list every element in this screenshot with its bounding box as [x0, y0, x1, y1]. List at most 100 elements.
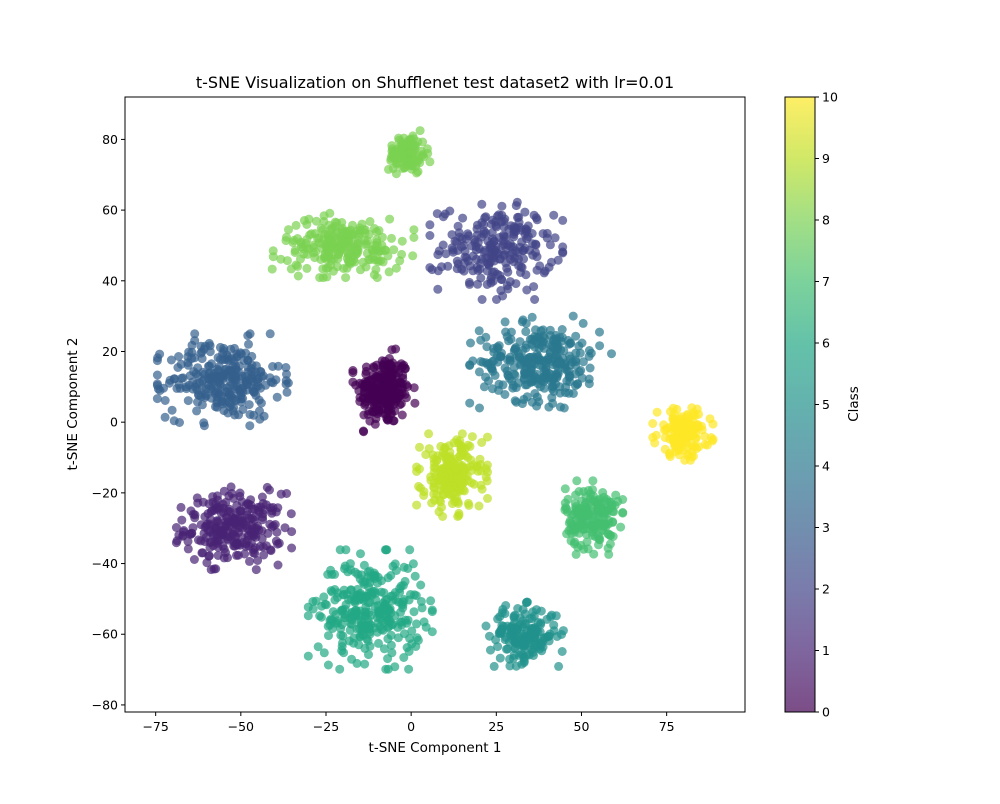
- scatter-point: [348, 368, 358, 378]
- scatter-point: [499, 222, 509, 232]
- scatter-point: [425, 231, 435, 240]
- scatter-point: [412, 619, 421, 629]
- scatter-point: [415, 158, 425, 168]
- scatter-point: [366, 620, 376, 630]
- scatter-point: [389, 150, 399, 160]
- scatter-point: [534, 360, 544, 370]
- scatter-point: [361, 362, 371, 372]
- scatter-point: [192, 406, 202, 416]
- scatter-point: [369, 571, 378, 581]
- scatter-point: [408, 559, 418, 569]
- scatter-point: [554, 359, 564, 369]
- cluster-class-2: [425, 197, 568, 304]
- scatter-point: [518, 315, 528, 325]
- scatter-point: [416, 580, 426, 590]
- scatter-point: [335, 545, 345, 555]
- scatter-point: [387, 648, 397, 658]
- scatter-point: [551, 346, 561, 355]
- scatter-point: [578, 318, 588, 328]
- scatter-point: [568, 357, 577, 367]
- scatter-point: [271, 375, 281, 385]
- scatter-point: [468, 356, 478, 366]
- scatter-point: [500, 250, 509, 259]
- scatter-point: [577, 338, 587, 348]
- cluster-class-0: [348, 344, 420, 437]
- scatter-point: [230, 370, 240, 380]
- scatter-point: [475, 264, 485, 274]
- scatter-point: [231, 384, 240, 394]
- y-tick-label: 20: [102, 344, 118, 359]
- scatter-point: [359, 560, 369, 570]
- scatter-point: [203, 525, 213, 535]
- scatter-point: [652, 407, 662, 417]
- scatter-point: [352, 624, 362, 634]
- scatter-point: [488, 356, 498, 366]
- scatter-point: [337, 646, 347, 656]
- scatter-point: [390, 588, 400, 597]
- scatter-point: [219, 486, 229, 496]
- scatter-point: [457, 429, 467, 439]
- scatter-point: [532, 605, 541, 615]
- scatter-point: [358, 426, 368, 436]
- scatter-point: [673, 426, 683, 436]
- scatter-point: [383, 573, 393, 583]
- scatter-point: [336, 606, 346, 616]
- cluster-class-7: [560, 476, 628, 559]
- scatter-point: [247, 513, 257, 523]
- scatter-point: [350, 567, 360, 577]
- scatter-point: [338, 227, 348, 237]
- scatter-point: [152, 394, 162, 404]
- scatter-point: [250, 543, 260, 553]
- scatter-point: [242, 523, 252, 533]
- scatter-point: [433, 250, 443, 260]
- scatter-point: [370, 419, 380, 429]
- scatter-point: [274, 538, 284, 548]
- scatter-point: [691, 433, 701, 443]
- scatter-point: [268, 246, 278, 256]
- scatter-point: [340, 561, 350, 571]
- scatter-point: [528, 352, 538, 362]
- scatter-point: [597, 525, 607, 535]
- scatter-point: [276, 254, 286, 264]
- scatter-point: [427, 605, 437, 615]
- x-axis: −75 −50 −25 0 25 50 75: [142, 712, 675, 734]
- scatter-point: [347, 242, 357, 252]
- scatter-point: [588, 485, 597, 495]
- scatter-point: [589, 496, 599, 506]
- scatter-point: [538, 642, 548, 652]
- scatter-point: [397, 236, 407, 246]
- scatter-point: [505, 661, 515, 671]
- scatter-point: [571, 549, 581, 559]
- scatter-point: [389, 416, 399, 426]
- cluster-class-10: [648, 403, 718, 465]
- scatter-point: [176, 502, 186, 512]
- scatter-point: [174, 352, 184, 361]
- scatter-point: [265, 329, 275, 339]
- y-tick-label: 40: [102, 273, 118, 288]
- scatter-point: [523, 221, 533, 231]
- cluster-class-3: [152, 329, 293, 431]
- scatter-point: [668, 434, 678, 444]
- scatter-point: [212, 516, 222, 526]
- scatter-point: [603, 543, 613, 553]
- scatter-point: [511, 661, 521, 671]
- scatter-point: [339, 585, 349, 595]
- scatter-point: [361, 379, 370, 389]
- scatter-point: [659, 420, 669, 430]
- scatter-point: [226, 482, 236, 492]
- scatter-point: [389, 245, 399, 255]
- scatter-point: [183, 358, 193, 368]
- scatter-point: [447, 230, 457, 240]
- scatter-point: [477, 438, 487, 447]
- scatter-point: [545, 325, 555, 335]
- scatter-point: [705, 414, 715, 424]
- scatter-point: [530, 295, 540, 304]
- y-tick-label: −20: [92, 485, 118, 500]
- scatter-point: [160, 412, 170, 422]
- scatter-point: [408, 251, 418, 261]
- scatter-point: [426, 596, 436, 606]
- scatter-point: [568, 311, 578, 321]
- scatter-point: [244, 499, 253, 509]
- scatter-point: [315, 611, 325, 621]
- scatter-point: [500, 317, 510, 327]
